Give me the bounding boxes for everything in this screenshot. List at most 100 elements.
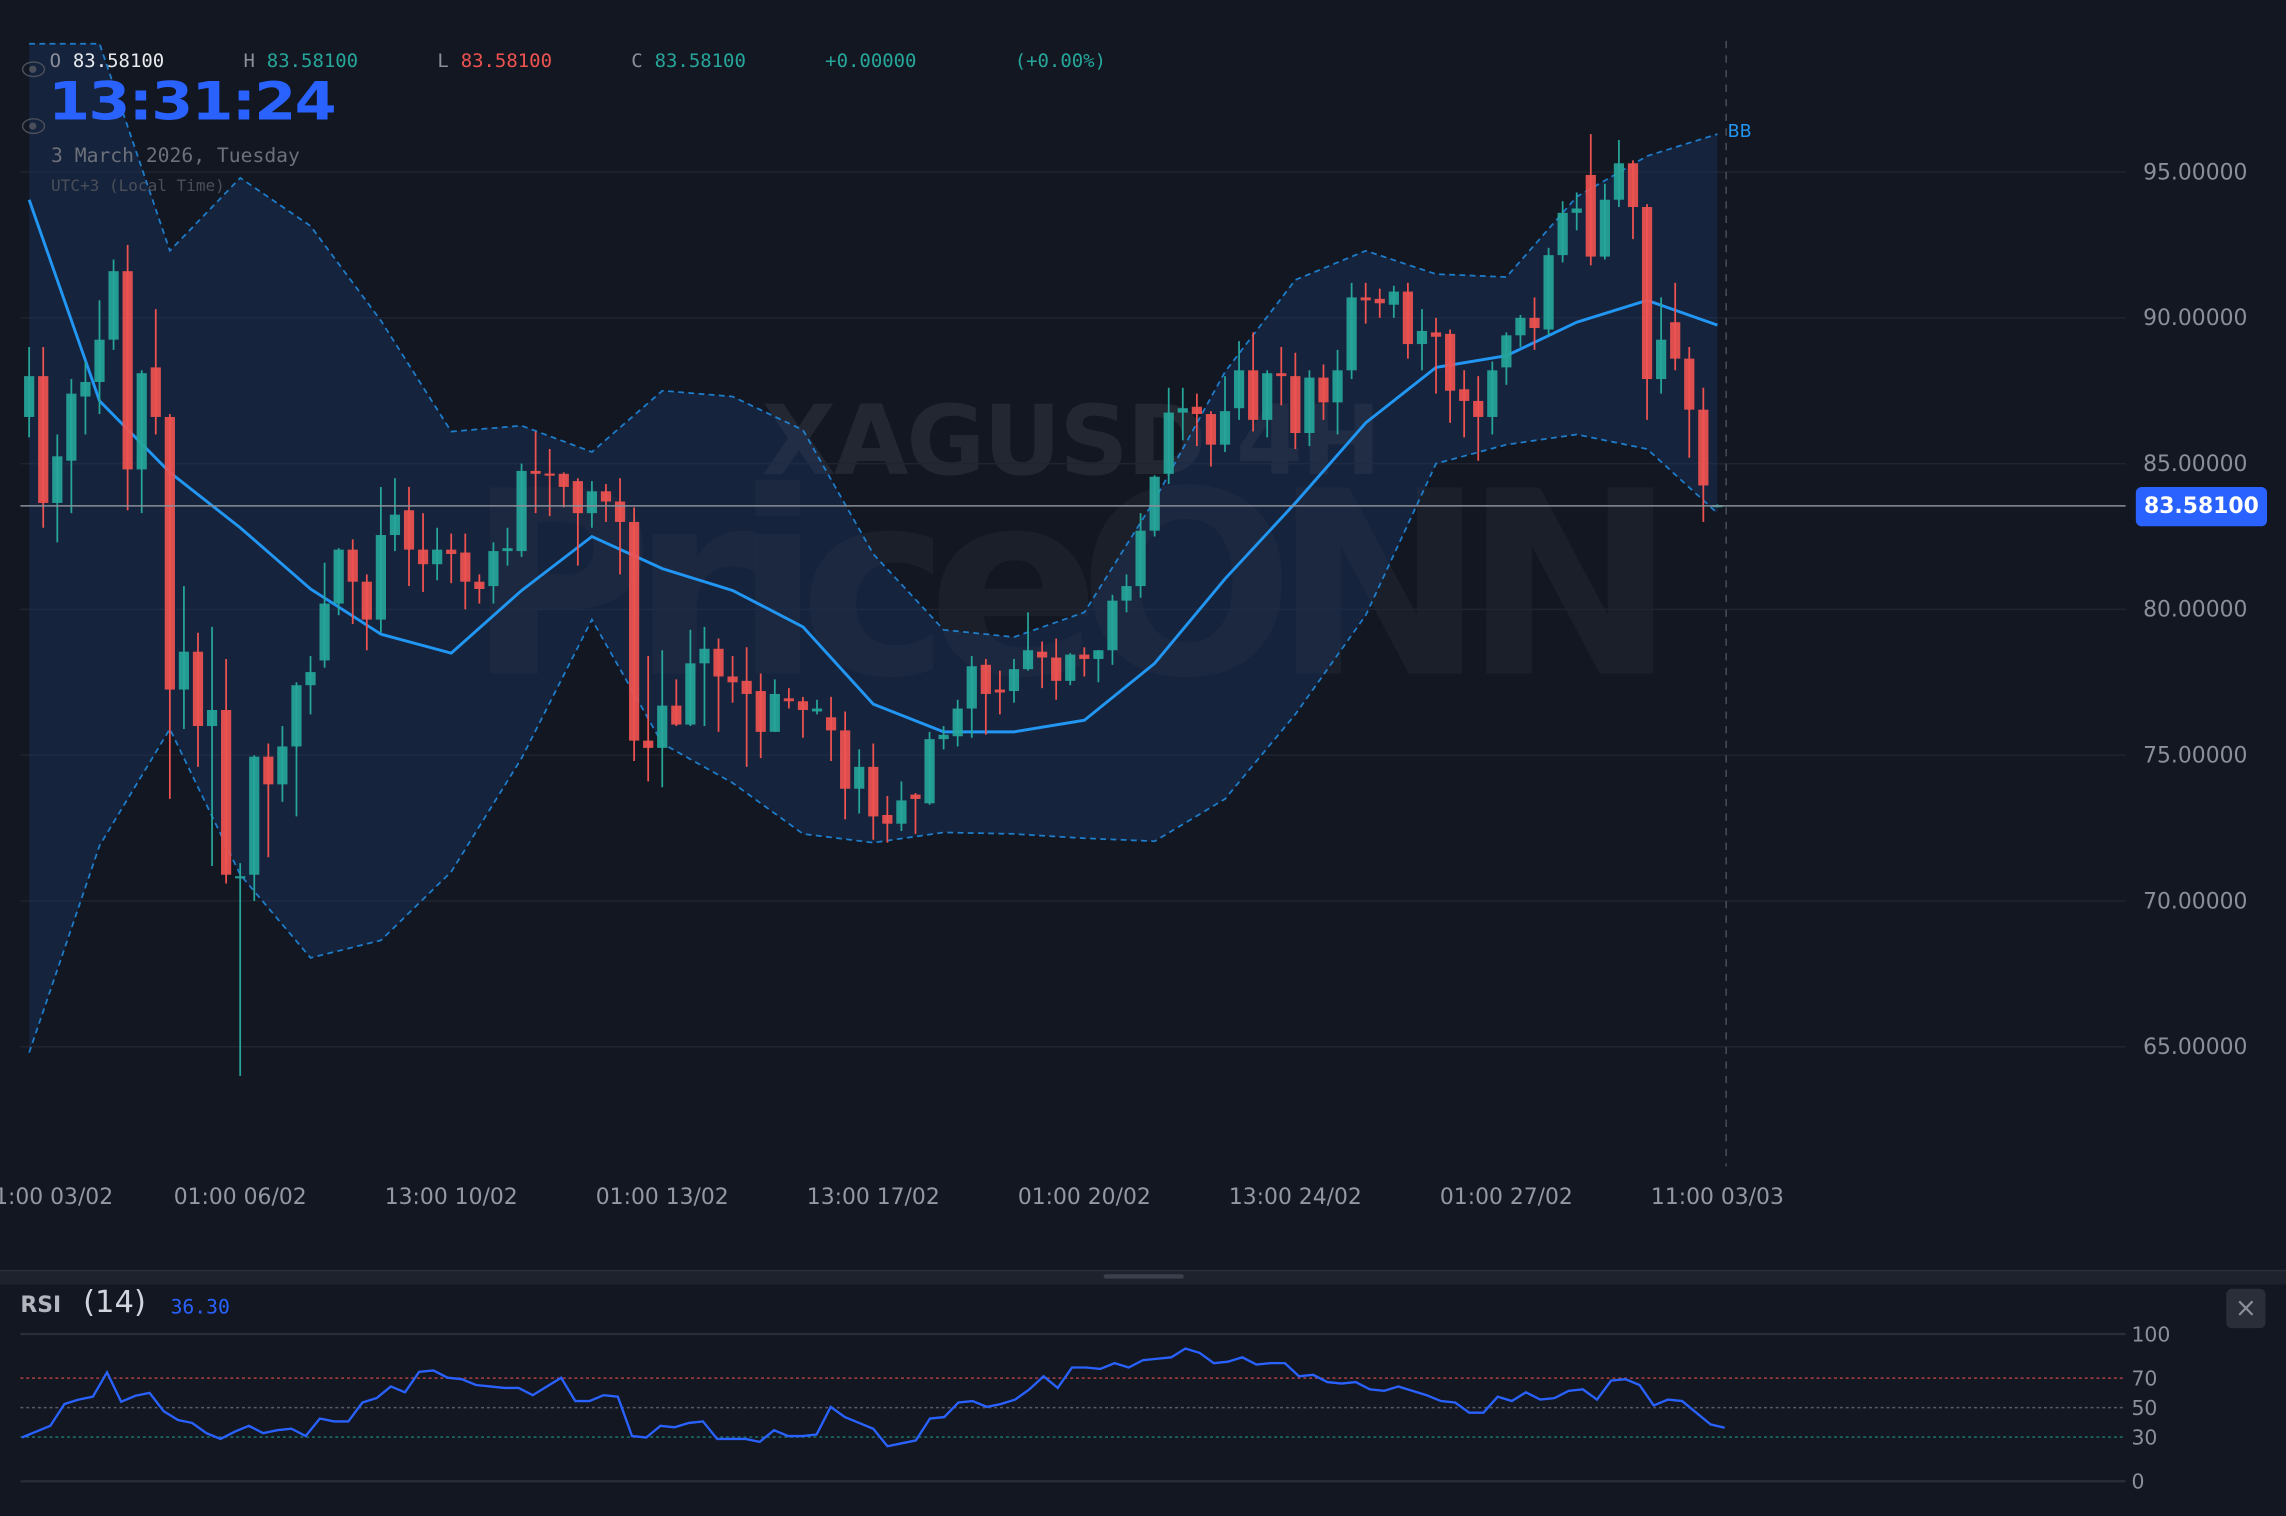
candle-body: [600, 491, 612, 502]
rsi-tick-label: 0: [2131, 1470, 2144, 1494]
time-tick-label: 01:00 06/02: [174, 1185, 307, 1210]
candle: [178, 586, 190, 729]
candle: [52, 434, 63, 543]
rsi-period: (14): [83, 1284, 146, 1320]
candle-body: [952, 708, 963, 737]
candle: [614, 478, 626, 575]
rsi-tick-label: 30: [2131, 1425, 2157, 1449]
candle-body: [1065, 654, 1076, 681]
candle: [122, 244, 133, 511]
candle-body: [1430, 332, 1442, 337]
candle: [1599, 183, 1610, 260]
price-axis[interactable]: 95.00000 90.00000 85.00000 80.00000 75.00000…: [2143, 160, 2247, 1060]
candle-body: [488, 551, 499, 587]
candle-body: [150, 367, 161, 417]
candle-body: [1402, 291, 1413, 345]
candle: [1416, 309, 1428, 371]
candle: [1205, 411, 1217, 467]
candle: [741, 647, 752, 767]
candle-body: [1684, 358, 1695, 410]
time-axis[interactable]: 01:00 03/02 01:00 06/02 13:00 10/02 01:00 1…: [0, 1185, 1784, 1210]
candle: [586, 481, 598, 528]
candle: [1219, 376, 1231, 452]
candle: [769, 679, 780, 732]
candle-body: [896, 800, 907, 824]
candle: [896, 781, 907, 832]
candle-body: [1374, 298, 1385, 304]
candle: [1656, 297, 1667, 394]
candle: [80, 361, 91, 435]
candle-body: [221, 709, 232, 875]
bb-fill: [29, 43, 1718, 1053]
clock-timezone: UTC+3 (Local Time): [51, 176, 225, 196]
rsi-tick-label: 100: [2131, 1322, 2170, 1346]
candle-body: [1205, 414, 1217, 445]
candle-body: [1107, 600, 1118, 651]
candle-body: [797, 701, 809, 710]
candle-body: [1529, 317, 1540, 329]
candle-body: [1135, 530, 1146, 587]
candle-body: [966, 666, 977, 709]
candle-body: [1585, 174, 1596, 257]
candle-body: [249, 756, 260, 875]
price-tick-label: 70.00000: [2143, 889, 2247, 914]
candle-body: [1079, 654, 1090, 659]
candle-body: [164, 416, 175, 690]
candle-body: [206, 709, 218, 727]
resize-handle[interactable]: [1103, 1274, 1184, 1279]
candle: [600, 484, 612, 522]
candle-body: [52, 456, 63, 503]
candle-body: [558, 473, 569, 487]
candle: [1037, 641, 1048, 689]
candle: [1515, 314, 1526, 347]
candle-body: [333, 549, 344, 604]
candle-body: [614, 501, 626, 522]
candle-body: [136, 373, 147, 470]
clock-date: 3 March 2026, Tuesday: [51, 144, 300, 168]
candle-body: [783, 698, 794, 702]
rsi-tick-label: 70: [2131, 1366, 2157, 1390]
candle-body: [671, 705, 682, 725]
candle: [249, 755, 260, 901]
candle-body: [643, 740, 654, 748]
time-tick-label: 01:00 20/02: [1018, 1185, 1151, 1210]
rsi-title: RSI: [20, 1291, 62, 1318]
candle-body: [994, 689, 1006, 693]
candle-body: [1262, 373, 1273, 420]
candle: [558, 472, 569, 508]
candle-body: [1487, 370, 1498, 417]
candle: [1022, 612, 1034, 671]
candle: [966, 656, 977, 738]
candle-body: [1248, 370, 1259, 420]
candle-body: [586, 491, 598, 514]
candle-body: [657, 705, 668, 748]
candle-body: [502, 548, 513, 552]
candle: [1107, 594, 1118, 665]
price-tick-label: 80.00000: [2143, 598, 2247, 623]
candle-body: [1515, 317, 1526, 336]
candle-body: [277, 746, 288, 785]
price-tick-label: 85.00000: [2143, 452, 2247, 477]
eye-icon[interactable]: [21, 61, 46, 78]
candle-body: [108, 271, 119, 340]
candle: [403, 486, 415, 587]
candle: [783, 688, 794, 709]
candle-body: [474, 581, 485, 589]
close-rsi-button[interactable]: ×: [2226, 1288, 2266, 1329]
candle-body: [1093, 650, 1104, 659]
candle-body: [24, 376, 35, 417]
candle: [657, 650, 668, 788]
candle: [1487, 361, 1498, 435]
candle: [24, 346, 35, 438]
eye-icon[interactable]: [21, 118, 46, 135]
candle: [516, 463, 527, 557]
price-tick-label: 95.00000: [2143, 160, 2247, 185]
candle: [840, 711, 851, 820]
candle: [1262, 370, 1273, 438]
candle: [502, 527, 513, 566]
candle-body: [432, 549, 443, 565]
candle: [629, 507, 640, 762]
candle-body: [235, 876, 246, 879]
